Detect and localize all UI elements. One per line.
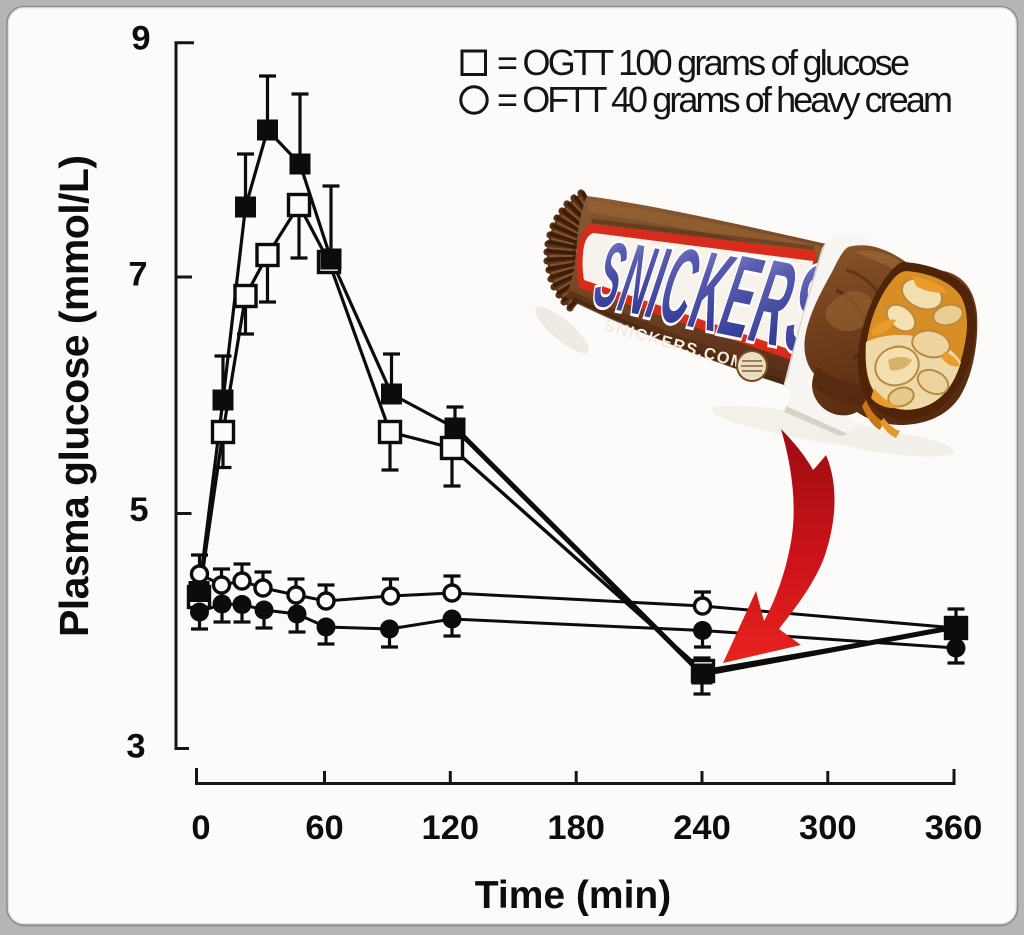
svg-text:60: 60 [305,809,343,847]
svg-text:0: 0 [191,809,210,847]
svg-text:5: 5 [129,491,148,529]
svg-text:360: 360 [925,809,983,847]
svg-text:Plasma glucose (mmol/L): Plasma glucose (mmol/L) [51,155,97,637]
svg-text:300: 300 [799,809,857,847]
svg-text:3: 3 [126,728,145,766]
svg-text:120: 120 [422,809,480,847]
svg-text:240: 240 [673,809,731,847]
svg-text:= OFTT 40 grams of heavy cream: = OFTT 40 grams of heavy cream [497,79,953,120]
svg-text:7: 7 [128,256,147,294]
svg-text:9: 9 [131,20,150,58]
svg-text:= OGTT 100 grams of glucose: = OGTT 100 grams of glucose [497,42,910,83]
svg-text:Time (min): Time (min) [475,874,671,917]
svg-text:180: 180 [547,809,605,847]
